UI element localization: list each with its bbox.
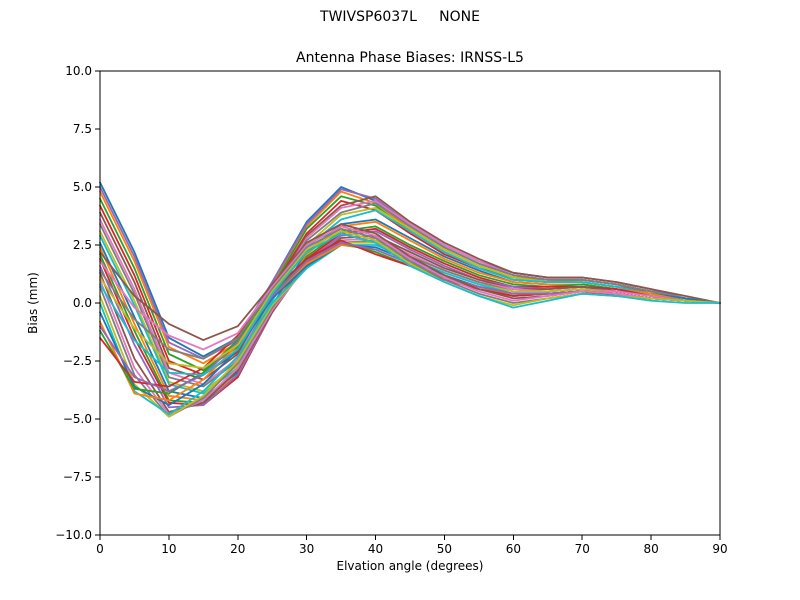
x-tick-label: 80 [643,542,658,556]
plot-suptitle: TWIVSP6037L NONE [320,9,480,25]
y-axis-label: Bias (mm) [26,272,40,334]
y-tick-label: −7.5 [63,470,92,484]
y-tick-label: 2.5 [73,238,92,252]
x-tick-label: 90 [712,542,727,556]
y-tick-label: −2.5 [63,354,92,368]
x-tick-label: 10 [161,542,176,556]
x-tick-label: 40 [368,542,383,556]
axes-frame [99,70,721,536]
y-tick-label: 5.0 [73,180,92,194]
plot-title: Antenna Phase Biases: IRNSS-L5 [296,50,524,66]
series-line [99,190,721,365]
series-line [99,202,721,388]
y-tick-label: 7.5 [73,122,92,136]
y-tick-label: −5.0 [63,412,92,426]
x-tick-label: 30 [299,542,314,556]
series-line [99,186,721,360]
series-line [99,223,721,342]
x-tick-label: 0 [96,542,104,556]
y-tick-label: 0.0 [73,296,92,310]
series-line [99,244,721,402]
x-tick-label: 70 [575,542,590,556]
series-line [99,206,721,393]
series-line [99,209,721,395]
series-line [99,181,721,358]
y-tick-label: 10.0 [65,64,92,78]
x-tick-label: 20 [230,542,245,556]
x-tick-label: 60 [506,542,521,556]
series-line [99,237,721,416]
x-axis-label: Elvation angle (degrees) [336,559,484,573]
y-tick-label: −10.0 [55,528,92,542]
x-tick-label: 50 [437,542,452,556]
series-line [99,232,721,376]
series-line [99,225,721,351]
